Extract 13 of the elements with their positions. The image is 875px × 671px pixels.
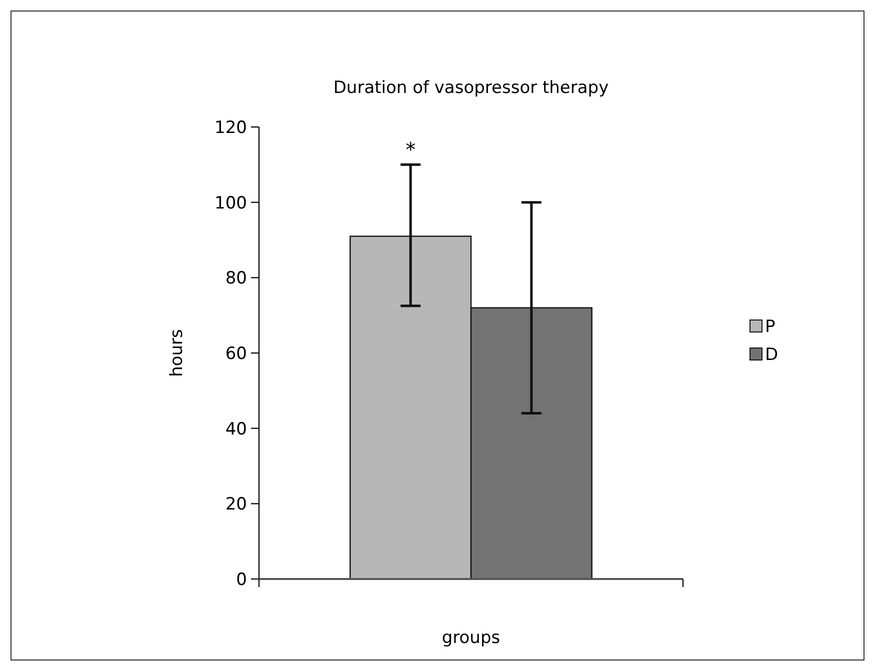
y-tick-label: 60 <box>225 344 247 364</box>
y-tick-label: 0 <box>236 570 247 590</box>
y-tick-label: 120 <box>214 118 247 138</box>
x-axis-title: groups <box>442 628 500 648</box>
y-tick-label: 100 <box>214 193 247 214</box>
y-tick-label: 40 <box>225 419 247 440</box>
legend-label: D <box>765 344 778 365</box>
annotation: * <box>406 138 416 162</box>
y-axis-title: hours <box>167 328 187 377</box>
y-tick-label: 20 <box>225 494 247 515</box>
legend-label: P <box>765 316 776 337</box>
y-tick-label: 80 <box>225 268 247 289</box>
chart-title: Duration of vasopressor therapy <box>333 78 609 98</box>
